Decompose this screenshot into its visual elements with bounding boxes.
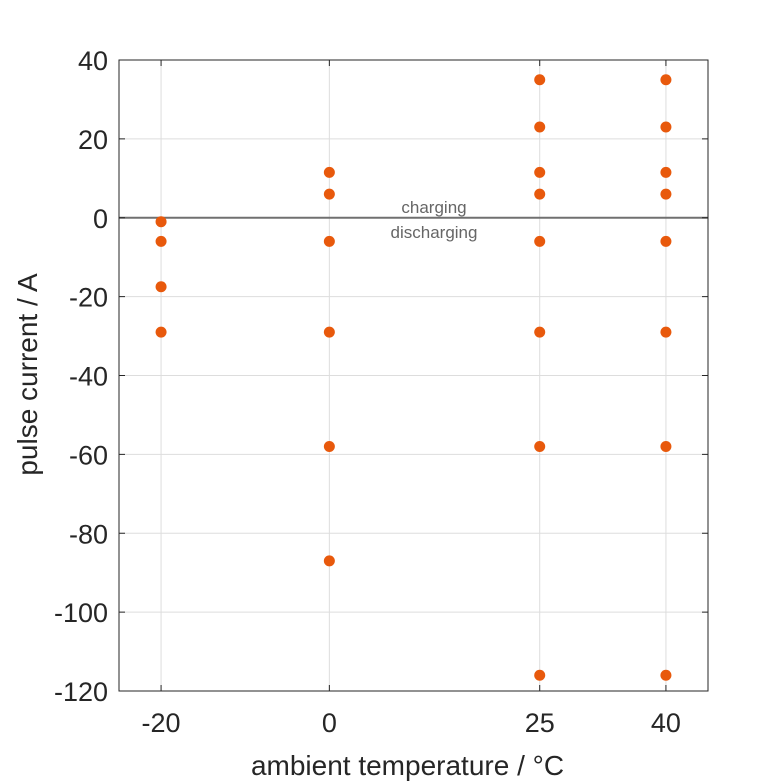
data-point [660,326,672,338]
data-point [323,235,335,247]
data-point [534,326,546,338]
y-tick-label: -80 [69,519,108,549]
discharging-annotation: discharging [391,223,478,242]
data-point [155,326,167,338]
data-point [323,326,335,338]
data-point [660,121,672,133]
data-point [534,121,546,133]
data-point [534,440,546,452]
data-point [323,555,335,567]
x-tick-label: -20 [142,708,181,738]
y-tick-label: -40 [69,362,108,392]
data-point [323,440,335,452]
data-point [534,669,546,681]
y-axis-title: pulse current / A [12,273,43,476]
data-point [660,166,672,178]
data-point [660,669,672,681]
data-point [534,74,546,86]
y-tick-label: 40 [78,46,108,76]
data-point [534,188,546,200]
data-point [660,74,672,86]
data-point [155,281,167,293]
data-point [155,216,167,228]
y-tick-label: -60 [69,440,108,470]
data-point [323,188,335,200]
data-point [660,188,672,200]
charging-annotation: charging [401,198,466,217]
data-point [660,235,672,247]
x-tick-label: 40 [651,708,681,738]
x-axis-title: ambient temperature / °C [251,750,564,781]
y-tick-label: 20 [78,125,108,155]
y-axis-ticks: 40 20 0 -20 -40 -60 -80 -100 -120 [54,46,708,707]
x-tick-label: 0 [322,708,337,738]
x-axis-ticks: -20 0 25 40 [142,60,681,738]
y-tick-label: -100 [54,598,108,628]
grid-lines [119,59,708,692]
data-point [155,235,167,247]
y-tick-label: -20 [69,283,108,313]
y-tick-label: -120 [54,677,108,707]
data-points [155,74,672,681]
data-point [323,166,335,178]
data-point [534,166,546,178]
data-point [534,235,546,247]
x-tick-label: 25 [525,708,555,738]
y-tick-label: 0 [93,204,108,234]
data-point [660,440,672,452]
